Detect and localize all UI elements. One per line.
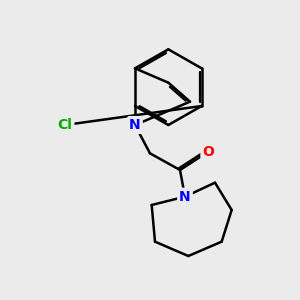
Text: O: O xyxy=(202,145,214,159)
Text: N: N xyxy=(179,190,191,204)
Text: Cl: Cl xyxy=(58,118,72,132)
Text: N: N xyxy=(129,118,141,132)
